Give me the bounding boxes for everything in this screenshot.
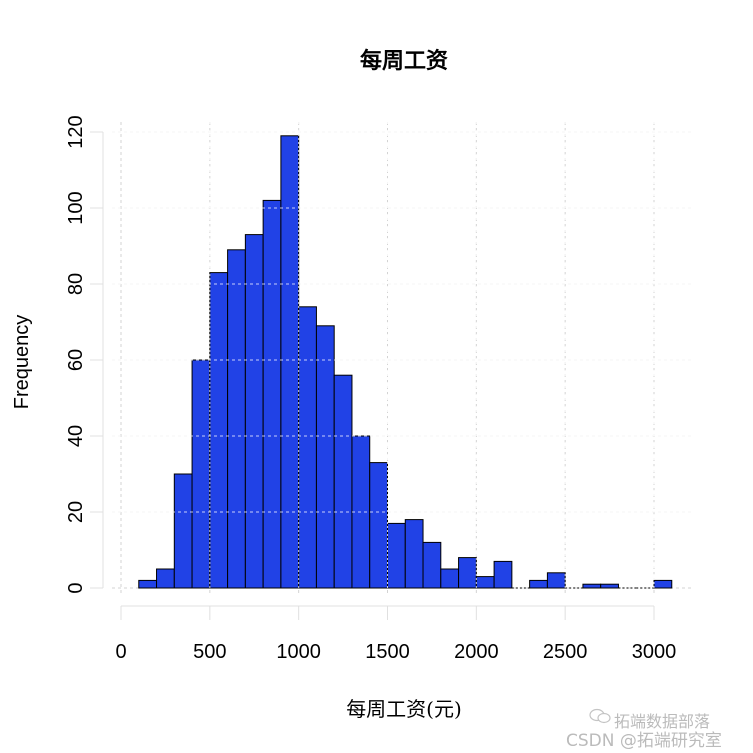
wechat-icon xyxy=(589,708,611,724)
histogram-bar xyxy=(422,541,442,589)
y-tick-label: 40 xyxy=(65,425,87,447)
histogram-bar xyxy=(280,135,300,589)
histogram-bar xyxy=(600,583,619,589)
histogram-bar xyxy=(493,560,513,589)
y-tick-label: 80 xyxy=(65,273,87,295)
histogram-bar xyxy=(262,199,282,589)
histogram-bar xyxy=(333,374,353,589)
histogram-bar xyxy=(387,522,406,589)
histogram-bar xyxy=(582,583,602,589)
y-tick-label: 0 xyxy=(65,582,87,593)
histogram-bars xyxy=(112,122,692,589)
histogram-bar xyxy=(244,234,264,589)
histogram-bar xyxy=(529,579,548,589)
histogram-bar xyxy=(404,519,424,589)
x-tick-label: 1000 xyxy=(276,641,321,663)
histogram-bar xyxy=(191,359,211,589)
histogram-bar xyxy=(440,568,460,589)
y-axis-label: Frequency xyxy=(11,315,33,410)
x-tick-label: 3000 xyxy=(632,641,677,663)
x-tick-label: 2500 xyxy=(543,641,588,663)
y-tick-label: 120 xyxy=(65,115,87,148)
histogram-bar xyxy=(209,272,229,589)
x-tick-label: 2000 xyxy=(454,641,499,663)
y-tick-label: 60 xyxy=(65,349,87,371)
histogram-bar xyxy=(298,306,317,589)
histogram-bar xyxy=(315,325,335,589)
histogram-bar xyxy=(546,572,566,589)
y-tick-label: 20 xyxy=(65,501,87,523)
histogram-bar xyxy=(458,557,477,589)
histogram-bar xyxy=(156,568,175,589)
x-tick-label: 1500 xyxy=(365,641,410,663)
watermark-line2: CSDN @拓端研究室 xyxy=(566,731,722,751)
y-tick-label: 100 xyxy=(65,191,87,224)
watermark-line1: 拓端数据部落 xyxy=(614,712,711,731)
histogram-bar xyxy=(173,473,193,589)
axes: 0 500 1000 1500 2000 2500 3000 0 20 40 60 80 100 120 xyxy=(65,115,676,663)
x-axis-label: 每周工资(元) xyxy=(346,697,462,721)
histogram-bar xyxy=(475,576,495,589)
x-tick-label: 0 xyxy=(115,641,126,663)
histogram-bar xyxy=(138,579,158,589)
chart-title: 每周工资 xyxy=(360,48,448,74)
histogram-bar xyxy=(653,579,673,589)
histogram-bar xyxy=(369,462,389,589)
x-tick-label: 500 xyxy=(193,641,226,663)
histogram-bar xyxy=(227,249,246,589)
